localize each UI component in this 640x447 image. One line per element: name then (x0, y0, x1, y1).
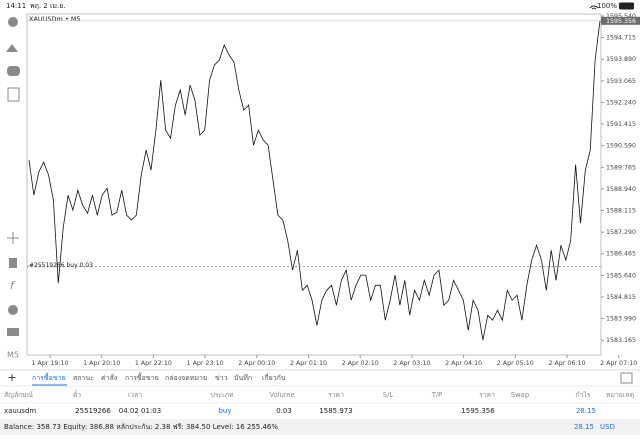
current-price-label: 1595.356 (606, 18, 636, 25)
cell-type: buy (218, 407, 231, 415)
x-tick-label: 2 Apr 05:10 (497, 360, 534, 367)
y-tick-label: 1588.940 (606, 186, 636, 193)
indicator-icon[interactable]: f (10, 279, 16, 292)
y-tick-label: 1593.890 (606, 56, 636, 63)
x-tick-label: 1 Apr 23:10 (187, 360, 224, 367)
cell-profit: 28.15 (576, 407, 596, 415)
x-tick-label: 2 Apr 00:10 (238, 360, 275, 367)
column-header: ราคา (479, 391, 495, 399)
total-profit: 28.15 (574, 423, 594, 431)
column-header: เวลา (128, 391, 142, 399)
symbol-label: XAUUSDm • M5 (29, 15, 81, 23)
status-time: 14:11 (6, 2, 26, 10)
wifi-icon (589, 5, 599, 10)
expand-icon[interactable] (620, 372, 633, 384)
x-tick-label: 2 Apr 07:10 (600, 360, 637, 367)
x-tick-label: 1 Apr 19:10 (31, 360, 68, 367)
footer-bar (0, 419, 640, 435)
battery-text: 100% (597, 2, 617, 10)
tab[interactable]: กล่องจดหมาย (165, 374, 207, 382)
column-header: Volume (269, 391, 294, 399)
crosshair-icon[interactable] (7, 232, 19, 244)
account-icon[interactable] (8, 17, 18, 27)
column-header: ตั๋ว (73, 390, 81, 399)
y-tick-label: 1593.065 (606, 78, 636, 85)
new-order-icon[interactable] (7, 87, 20, 102)
add-button[interactable]: + (7, 371, 16, 384)
y-tick-label: 1594.715 (606, 35, 636, 42)
trade-icon[interactable] (6, 44, 18, 52)
battery-icon (619, 2, 634, 10)
chart-frame (26, 13, 602, 356)
tab[interactable]: เกี่ยวกับ (262, 373, 285, 382)
y-tick-label: 1592.240 (606, 99, 636, 106)
tab[interactable]: การซื้อขาย (125, 371, 159, 382)
cell-price: 1585.973 (319, 407, 352, 415)
x-tick-label: 2 Apr 06:10 (548, 360, 585, 367)
column-header: S/L (383, 391, 394, 399)
cell-time: 04.02 01:03 (119, 407, 161, 415)
objects-icon[interactable] (8, 305, 18, 315)
cell-current-price: 1595.356 (461, 407, 495, 415)
x-tick-label: 2 Apr 04:10 (445, 360, 482, 367)
column-header: ราคา (328, 391, 344, 399)
y-tick-label: 1590.590 (606, 143, 636, 150)
chat-icon[interactable] (7, 66, 20, 76)
price-line (28, 20, 601, 341)
tab[interactable]: บันทึก (234, 373, 252, 382)
y-tick-label: 1586.465 (606, 251, 636, 258)
y-tick-label: 1583.165 (606, 337, 636, 344)
order-label: #25519266 buy 0.03 (29, 262, 93, 269)
column-header: หมายเหตุ (606, 391, 634, 399)
column-header: สัญลักษณ์ (4, 391, 34, 399)
status-date: พฤ. 2 เม.ย. (30, 2, 66, 10)
x-tick-label: 2 Apr 02:10 (342, 360, 379, 367)
timeframe-icon[interactable]: M5 (7, 351, 19, 360)
column-header: Swap (511, 391, 529, 399)
y-tick-label: 1584.815 (606, 294, 636, 301)
x-tick-label: 2 Apr 03:10 (393, 360, 430, 367)
tab[interactable]: การซื้อขาย (32, 371, 66, 382)
currency: USD (600, 423, 615, 431)
chart-type-icon[interactable] (9, 258, 17, 268)
y-tick-label: 1588.115 (606, 208, 636, 215)
account-summary: Balance: 358.73 Equity: 386.88 หลักประกั… (4, 423, 278, 431)
column-header: T/P (431, 391, 443, 399)
y-tick-label: 1591.415 (606, 121, 636, 128)
tab[interactable]: ข่าว (215, 374, 228, 382)
left-toolbar: f M5 (6, 17, 20, 360)
x-tick-label: 2 Apr 01:10 (290, 360, 327, 367)
y-tick-label: 1585.640 (606, 272, 636, 279)
cell-ticket: 25519266 (75, 407, 111, 415)
current-price-box (601, 16, 640, 25)
y-tick-label: 1589.765 (606, 164, 636, 171)
y-tick-label: 1595.540 (606, 13, 636, 20)
x-tick-label: 1 Apr 22:10 (135, 360, 172, 367)
cell-volume: 0.03 (276, 407, 292, 415)
column-header: กำไร (575, 391, 590, 399)
templates-icon[interactable] (7, 328, 19, 336)
cell-symbol: xauusdm (4, 407, 36, 415)
tab[interactable]: สถานะ (73, 374, 94, 382)
column-header: ประเภท (211, 391, 234, 399)
y-tick-label: 1587.290 (606, 229, 636, 236)
y-tick-label: 1583.990 (606, 316, 636, 323)
tab[interactable]: ค่าสั่ง (101, 373, 117, 382)
x-tick-label: 1 Apr 20:10 (83, 360, 120, 367)
